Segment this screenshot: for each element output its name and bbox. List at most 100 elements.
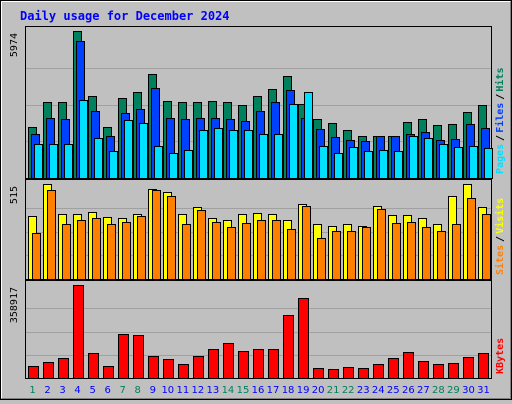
- hits-files-pages-legend-files: Files: [494, 103, 506, 133]
- kbytes-bar-kbytes-day-26: [403, 352, 414, 379]
- kbytes-bar-kbytes-day-5: [88, 353, 99, 379]
- visits-sites-bar-sites-day-6: [107, 224, 116, 280]
- hits-files-pages-bar-pages-day-19: [304, 92, 313, 179]
- hits-files-pages-bar-pages-day-22: [349, 147, 358, 179]
- visits-sites-legend-visits: Visits: [494, 198, 506, 234]
- x-tick-label-day-10: 10: [161, 385, 174, 396]
- visits-sites-bar-sites-day-18: [287, 229, 296, 280]
- visits-sites-bar-sites-day-17: [272, 220, 281, 280]
- x-tick-label-day-15: 15: [237, 385, 250, 396]
- visits-sites-bar-sites-day-22: [347, 231, 356, 280]
- kbytes-bar-kbytes-day-22: [343, 367, 354, 379]
- visits-sites-bar-sites-day-29: [452, 224, 461, 280]
- visits-sites-bar-sites-day-24: [377, 209, 386, 280]
- visits-sites-bar-sites-day-2: [47, 190, 56, 280]
- x-tick-label-day-27: 27: [417, 385, 430, 396]
- x-tick-label-day-30: 30: [462, 385, 475, 396]
- visits-sites-bar-sites-day-15: [242, 223, 251, 280]
- visits-sites-legend-separator: /: [495, 236, 506, 242]
- x-tick-label-day-22: 22: [342, 385, 355, 396]
- hits-files-pages-bar-pages-day-23: [364, 151, 373, 179]
- hits-files-pages-bar-pages-day-8: [139, 123, 148, 179]
- kbytes-bar-kbytes-day-20: [313, 368, 324, 379]
- visits-sites-bar-sites-day-7: [122, 222, 131, 280]
- x-tick-label-day-24: 24: [372, 385, 385, 396]
- x-tick-label-day-26: 26: [402, 385, 415, 396]
- visits-sites-bar-sites-day-8: [137, 216, 146, 280]
- kbytes-bar-kbytes-day-19: [298, 298, 309, 379]
- kbytes-bar-kbytes-day-15: [238, 351, 249, 379]
- visits-sites-bar-sites-day-14: [227, 227, 236, 280]
- kbytes-bar-kbytes-day-7: [118, 334, 129, 379]
- x-tick-label-day-11: 11: [176, 385, 189, 396]
- hits-files-pages-bar-pages-day-9: [154, 146, 163, 179]
- hits-files-pages-bar-pages-day-29: [454, 147, 463, 179]
- x-tick-label-day-13: 13: [207, 385, 220, 396]
- visits-sites-bar-sites-day-26: [407, 222, 416, 280]
- hits-files-pages-bar-pages-day-15: [244, 130, 253, 179]
- visits-sites-bar-sites-day-23: [362, 227, 371, 280]
- kbytes-bar-kbytes-day-4: [73, 285, 84, 379]
- visits-sites-bar-sites-day-19: [302, 206, 311, 280]
- x-tick-label-day-2: 2: [44, 385, 50, 396]
- x-tick-label-day-23: 23: [357, 385, 370, 396]
- kbytes-bar-kbytes-day-25: [388, 358, 399, 379]
- hits-files-pages-bar-pages-day-20: [319, 146, 328, 179]
- x-tick-label-day-14: 14: [222, 385, 235, 396]
- kbytes-bar-kbytes-day-27: [418, 361, 429, 379]
- visits-sites-bar-sites-day-21: [332, 231, 341, 280]
- kbytes-bar-kbytes-day-8: [133, 335, 144, 379]
- x-tick-label-day-29: 29: [447, 385, 460, 396]
- kbytes-bar-kbytes-day-10: [163, 359, 174, 379]
- hits-files-pages-ymax-label: 5974: [9, 33, 20, 57]
- visits-sites-bar-sites-day-4: [77, 220, 86, 280]
- hits-files-pages-bar-pages-day-13: [214, 128, 223, 179]
- x-tick-label-day-28: 28: [432, 385, 445, 396]
- kbytes-bar-kbytes-day-28: [433, 364, 444, 379]
- hits-files-pages-bar-pages-day-28: [439, 144, 448, 179]
- hits-files-pages-bar-pages-day-5: [94, 138, 103, 179]
- chart-title: Daily usage for December 2024: [20, 9, 230, 23]
- hits-files-pages-bar-pages-day-6: [109, 151, 118, 179]
- x-tick-label-day-25: 25: [387, 385, 400, 396]
- kbytes-bar-kbytes-day-11: [178, 364, 189, 379]
- x-tick-label-day-5: 5: [89, 385, 95, 396]
- x-tick-label-day-9: 9: [150, 385, 156, 396]
- kbytes-bar-kbytes-day-29: [448, 363, 459, 379]
- hits-files-pages-bar-pages-day-25: [394, 151, 403, 179]
- x-tick-label-day-7: 7: [120, 385, 126, 396]
- visits-sites-bar-sites-day-25: [392, 223, 401, 280]
- hits-files-pages-bar-pages-day-26: [409, 136, 418, 179]
- x-tick-label-day-17: 17: [267, 385, 280, 396]
- hits-files-pages-bar-pages-day-3: [64, 144, 73, 179]
- hits-files-pages-bar-pages-day-7: [124, 120, 133, 179]
- kbytes-bar-kbytes-day-23: [358, 368, 369, 379]
- x-tick-label-day-20: 20: [312, 385, 325, 396]
- kbytes-bar-kbytes-day-1: [28, 366, 39, 379]
- hits-files-pages-bar-pages-day-14: [229, 130, 238, 179]
- hits-files-pages-legend-hits: Hits: [494, 68, 506, 92]
- kbytes-bar-kbytes-day-24: [373, 364, 384, 379]
- kbytes-legend-kbytes: KBytes: [495, 338, 506, 374]
- x-tick-label-day-21: 21: [327, 385, 340, 396]
- hits-files-pages-bar-pages-day-18: [289, 104, 298, 179]
- visits-sites-ymax-label: 515: [9, 186, 20, 204]
- kbytes-ymax-label: 358917: [9, 287, 20, 323]
- visits-sites-bar-sites-day-20: [317, 238, 326, 280]
- hits-files-pages-bar-pages-day-24: [379, 150, 388, 179]
- hits-files-pages-bar-pages-day-4: [79, 100, 88, 179]
- visits-sites-bar-sites-day-30: [467, 198, 476, 280]
- visits-sites-bar-sites-day-27: [422, 227, 431, 280]
- visits-sites-bar-sites-day-10: [167, 196, 176, 280]
- kbytes-bar-kbytes-day-12: [193, 356, 204, 379]
- x-tick-label-day-19: 19: [297, 385, 310, 396]
- kbytes-bar-kbytes-day-17: [268, 349, 279, 379]
- kbytes-bar-kbytes-day-16: [253, 349, 264, 379]
- hits-files-pages-bar-pages-day-17: [274, 134, 283, 179]
- kbytes-bar-kbytes-day-9: [148, 356, 159, 379]
- hits-files-pages-bar-pages-day-11: [184, 150, 193, 179]
- visits-sites-bar-sites-day-16: [257, 220, 266, 280]
- kbytes-bar-kbytes-day-31: [478, 353, 489, 379]
- visits-sites-bar-sites-day-9: [152, 190, 161, 280]
